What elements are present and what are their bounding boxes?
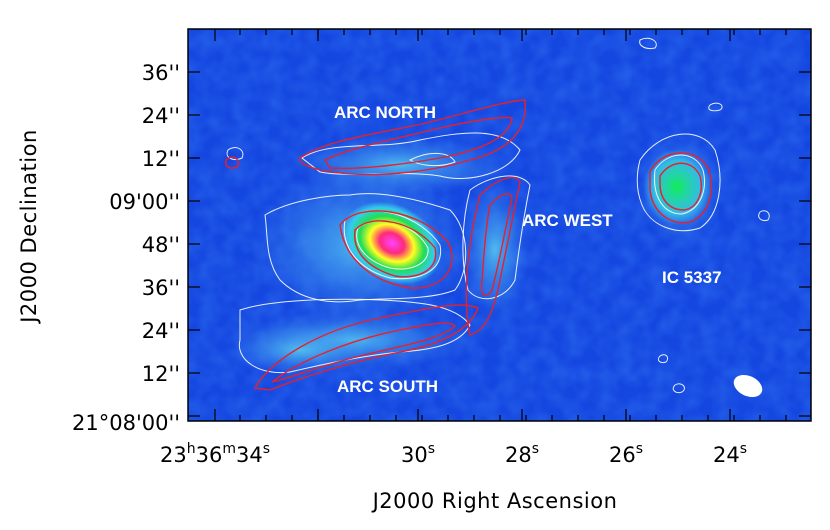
x-tick-seconds: 24 bbox=[713, 443, 740, 467]
annotation-arc-west: ARC WEST bbox=[522, 211, 613, 230]
y-tick-label: 48'' bbox=[142, 233, 180, 257]
y-tick-labels: 36'' 24'' 12'' 09'00'' 48'' 36'' 24'' 12… bbox=[72, 61, 180, 435]
x-tick-s-unit: s bbox=[428, 441, 435, 457]
x-tick-m-unit: m bbox=[222, 441, 236, 457]
x-tick-minutes: 36 bbox=[196, 443, 223, 467]
y-axis-title: J2000 Declination bbox=[17, 129, 41, 325]
x-tick-label: 26s bbox=[609, 441, 643, 467]
annotation-arc-south: ARC SOUTH bbox=[337, 377, 438, 396]
x-axis-title: J2000 Right Ascension bbox=[371, 489, 618, 513]
x-tick-s-unit: s bbox=[532, 441, 539, 457]
x-tick-seconds: 28 bbox=[505, 443, 532, 467]
x-tick-hours: 23 bbox=[160, 443, 187, 467]
plot-area: ARC NORTH ARC WEST IC 5337 ARC SOUTH bbox=[188, 29, 811, 421]
y-tick-label: 21°08'00'' bbox=[72, 411, 180, 435]
y-tick-label: 24'' bbox=[142, 319, 180, 343]
y-tick-label: 12'' bbox=[142, 362, 180, 386]
x-tick-label: 24s bbox=[713, 441, 747, 467]
axis-ticks bbox=[188, 29, 811, 421]
x-tick-s-unit: s bbox=[263, 441, 270, 457]
x-tick-label: 30s bbox=[401, 441, 435, 467]
y-tick-label: 36'' bbox=[142, 61, 180, 85]
y-tick-label: 12'' bbox=[142, 147, 180, 171]
x-tick-s-unit: s bbox=[636, 441, 643, 457]
red-contours bbox=[224, 99, 713, 391]
x-tick-seconds: 34 bbox=[236, 443, 263, 467]
x-tick-labels: 23h36m34s 30s 28s 26s 24s bbox=[160, 441, 747, 467]
y-tick-label: 36'' bbox=[142, 276, 180, 300]
annotation-arc-north: ARC NORTH bbox=[334, 103, 436, 122]
y-tick-label: 09'00'' bbox=[109, 190, 180, 214]
y-tick-label: 24'' bbox=[142, 104, 180, 128]
beam-ellipse bbox=[733, 374, 763, 398]
x-tick-seconds: 26 bbox=[609, 443, 636, 467]
x-tick-seconds: 30 bbox=[401, 443, 428, 467]
annotation-ic5337: IC 5337 bbox=[662, 268, 722, 287]
x-tick-label-first: 23h36m34s bbox=[160, 441, 270, 467]
x-tick-h-unit: h bbox=[187, 441, 196, 457]
x-tick-s-unit: s bbox=[740, 441, 747, 457]
x-tick-label: 28s bbox=[505, 441, 539, 467]
